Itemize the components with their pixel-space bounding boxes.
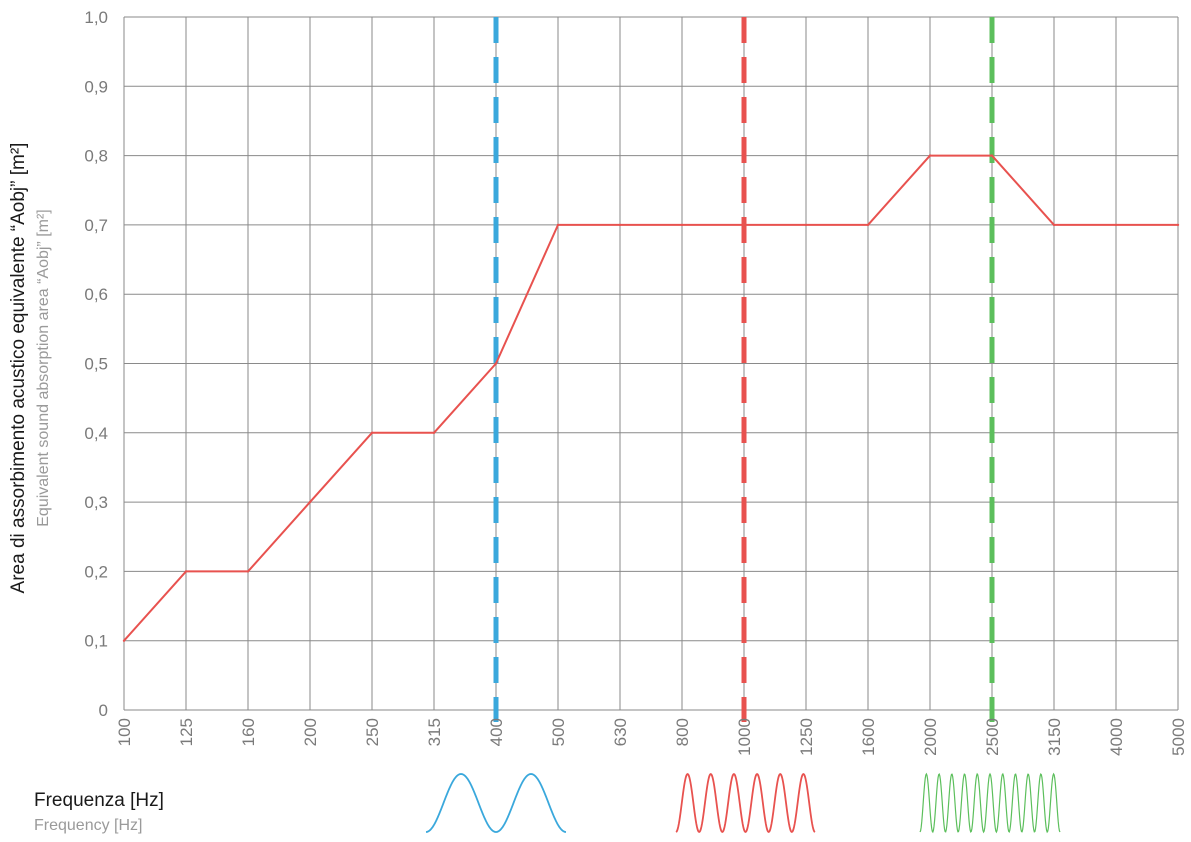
data-point: [618, 223, 622, 227]
x-tick-label: 4000: [1107, 718, 1126, 756]
data-point: [556, 223, 560, 227]
x-tick-labels: 100 125 160 200 250 315 400 500 630 800 1000 1250 16…: [115, 718, 1188, 756]
x-tick-label: 2000: [921, 718, 940, 756]
x-tick-label: 800: [673, 718, 692, 746]
y-tick-label: 0,4: [84, 424, 108, 443]
y-tick-labels: 0 0,1 0,2 0,3 0,4 0,5 0,6 0,7 0,8 0,9 1,0: [84, 8, 108, 720]
data-point: [1114, 223, 1118, 227]
y-tick-label: 1,0: [84, 8, 108, 27]
data-point: [308, 500, 312, 504]
x-tick-label: 500: [549, 718, 568, 746]
series-line: [123, 154, 1178, 642]
x-tick-label: 250: [363, 718, 382, 746]
x-tick-label: 1250: [797, 718, 816, 756]
grid: [123, 16, 1179, 711]
y-tick-label: 0,9: [84, 77, 108, 96]
data-point: [1052, 223, 1056, 227]
y-tick-label: 0,1: [84, 632, 108, 651]
data-point: [1176, 223, 1180, 227]
data-point: [866, 223, 870, 227]
low-frequency-wave-icon: [425, 773, 567, 833]
x-axis-label-secondary: Frequency [Hz]: [34, 817, 143, 834]
data-point: [370, 431, 374, 434]
y-axis-label-secondary: Equivalent sound absorption area “Aobj” …: [35, 209, 52, 527]
x-axis-label: Frequenza [Hz]: [34, 790, 164, 811]
data-point: [432, 431, 436, 434]
y-tick-label: 0,3: [84, 493, 108, 512]
data-point: [928, 154, 932, 157]
x-tick-label: 315: [425, 718, 444, 746]
y-axis-label: Area di assorbimento acustico equivalent…: [8, 143, 29, 594]
data-point: [680, 223, 684, 227]
y-tick-label: 0,6: [84, 285, 108, 304]
data-point: [494, 362, 498, 365]
x-tick-label: 200: [301, 718, 320, 746]
x-tick-label: 1000: [735, 718, 754, 756]
y-tick-label: 0: [99, 701, 108, 720]
x-tick-label: 5000: [1169, 718, 1188, 756]
y-tick-label: 0,5: [84, 355, 108, 374]
data-point: [990, 154, 994, 157]
data-point: [246, 570, 250, 573]
high-frequency-wave-icon: [919, 772, 1061, 834]
data-point: [804, 223, 808, 227]
data-point: [184, 570, 188, 573]
y-tick-label: 0,7: [84, 216, 108, 235]
y-tick-label: 0,8: [84, 147, 108, 166]
x-tick-label: 125: [177, 718, 196, 746]
y-tick-label: 0,2: [84, 562, 108, 581]
x-tick-label: 100: [115, 718, 134, 746]
x-tick-label: 2500: [983, 718, 1002, 756]
frequency-wave-icons: [425, 772, 1061, 834]
x-tick-label: 400: [487, 718, 506, 746]
data-point: [742, 223, 746, 227]
x-tick-label: 160: [239, 718, 258, 746]
x-tick-label: 3150: [1045, 718, 1064, 756]
mid-frequency-wave-icon: [675, 772, 816, 834]
x-tick-label: 630: [611, 718, 630, 746]
data-point: [122, 639, 126, 642]
series-line-layer: [122, 154, 1180, 642]
x-tick-label: 1600: [859, 718, 878, 756]
